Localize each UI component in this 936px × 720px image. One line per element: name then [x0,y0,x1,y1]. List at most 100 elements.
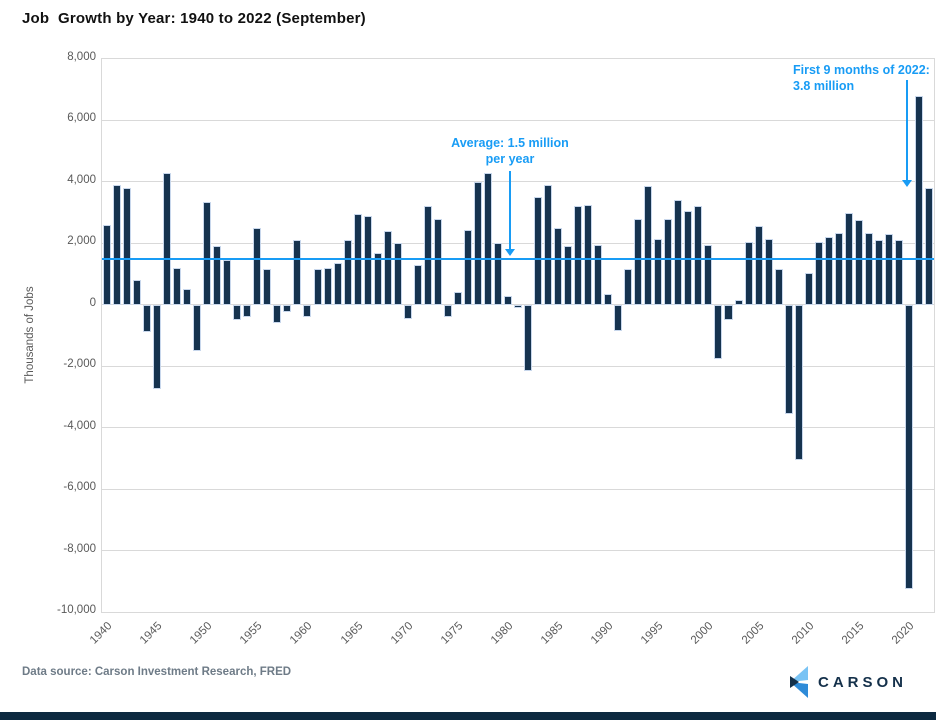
bar-1991 [614,304,623,331]
bar-1985 [554,227,563,305]
bar-2001 [714,304,723,359]
bar-1941 [113,184,122,305]
carson-logo-icon [790,666,808,698]
bar-1983 [534,197,543,305]
bar-1957 [273,304,282,324]
x-tick-label: 1945 [138,620,165,647]
gridline-4000 [102,181,934,183]
bar-1996 [664,218,673,305]
bar-2015 [854,220,863,305]
bar-1995 [654,238,663,305]
bar-1942 [123,188,132,305]
y-tick-label: -8,000 [63,542,96,555]
chart-title: Job Growth by Year: 1940 to 2022 (Septem… [22,10,366,27]
x-tick-label: 1965 [338,620,366,647]
bar-2022 [924,188,933,305]
bar-1999 [694,206,703,305]
bar-2009 [794,304,803,460]
bar-1993 [634,218,643,305]
bar-1972 [423,206,432,305]
bar-2016 [864,232,873,305]
bar-2003 [734,300,743,305]
x-tick-label: 1975 [438,620,466,647]
bar-2010 [804,272,813,305]
average-annotation: Average: 1.5 million per year [430,135,590,167]
bar-1947 [173,267,182,305]
bar-1987 [574,206,583,305]
bar-1982 [524,304,533,371]
bar-1961 [313,269,322,305]
x-tick-label: 1940 [87,620,115,647]
x-tick-label: 1990 [589,620,616,647]
x-tick-label: 2000 [689,620,716,647]
bar-1944 [143,304,152,333]
bar-1981 [513,304,522,308]
bar-1963 [333,263,342,305]
bar-1989 [594,244,603,305]
x-tick-label: 1950 [188,620,215,647]
bar-1956 [263,269,272,305]
bar-2004 [744,241,753,305]
gridline--6000 [102,488,934,490]
bar-1945 [153,304,162,390]
gridline--2000 [102,365,934,367]
bar-1969 [393,243,402,305]
bar-1984 [544,184,553,305]
bar-2011 [814,241,823,305]
bar-1943 [133,280,142,305]
footer-bar [0,712,936,720]
average-annotation-line2: per year [485,152,535,166]
gridline--4000 [102,427,934,429]
average-line [102,257,934,260]
bar-1997 [674,200,683,305]
bar-1975 [453,292,462,305]
y-tick-label: 0 [89,296,96,309]
recent-annotation-line2: 3.8 million [793,79,855,93]
y-tick-label: -10,000 [56,604,96,616]
average-arrow-line [509,171,511,249]
bar-1950 [203,201,212,305]
recent-arrow-line [906,80,908,180]
x-tick-label: 1970 [388,620,416,647]
y-tick-label: -6,000 [63,481,96,494]
bar-2005 [754,226,763,305]
bar-1979 [493,243,502,305]
bar-1940 [103,224,112,305]
bar-1959 [293,240,302,305]
bar-1968 [383,231,392,305]
bar-1951 [213,246,222,305]
bar-1948 [183,289,192,305]
bar-1962 [323,267,332,305]
x-tick-label: 1955 [238,620,265,647]
x-tick-label: 1960 [288,620,315,647]
bar-1986 [564,246,573,305]
y-tick-label: 4,000 [67,173,96,186]
bar-1988 [584,204,593,305]
bar-2006 [764,238,773,305]
bar-1974 [443,304,452,318]
carson-logo: CARSON [788,666,907,698]
x-tick-label: 1995 [639,620,666,647]
bar-1976 [463,229,472,305]
bar-2013 [834,232,843,305]
average-arrow-head [505,249,515,256]
x-tick-label: 2020 [889,620,917,647]
x-tick-label: 1980 [488,620,516,647]
y-tick-label: -2,000 [63,358,96,371]
bar-1953 [233,304,242,321]
bar-2007 [774,269,783,305]
data-source-text: Data source: Carson Investment Research,… [22,666,292,678]
y-tick-label: 8,000 [67,51,96,63]
plot-area [101,58,935,613]
carson-logo-text: CARSON [818,673,908,691]
y-tick-label: 6,000 [67,112,96,125]
recent-arrow-head [902,180,912,187]
y-tick-label: -4,000 [63,419,96,432]
gridline-6000 [102,119,934,121]
bar-1964 [343,240,352,305]
recent-annotation-line1: First 9 months of 2022: [793,63,930,77]
bar-1973 [433,218,442,305]
bar-1978 [483,172,492,305]
bar-2012 [824,237,833,305]
